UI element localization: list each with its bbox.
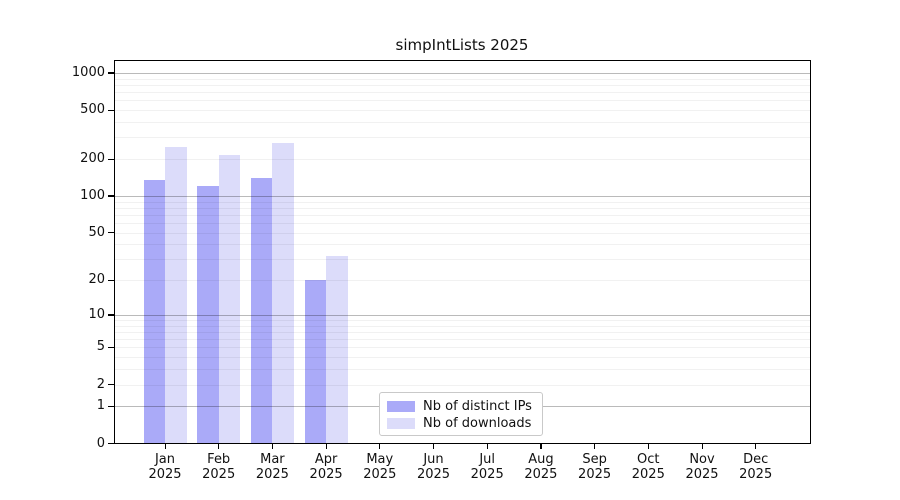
gridline-minor [114,280,810,282]
gridline-minor [114,244,810,246]
y-axis-tick [108,384,114,386]
x-axis-tick [540,444,542,450]
y-axis-tick-label: 20 [88,272,105,288]
gridline-minor [114,320,810,321]
x-axis-tick-label: Feb 2025 [202,451,236,482]
x-axis-tick-label: Jul 2025 [470,451,504,482]
gridline-minor [114,331,810,333]
x-axis-tick [218,444,220,450]
bar-distinct-ips [143,180,165,444]
bar-distinct-ips [250,178,273,444]
gridline-minor [114,259,810,261]
legend-swatch-downloads [387,418,415,429]
bar-downloads [326,255,348,444]
y-axis-tick-label: 0 [96,435,105,451]
y-axis-tick-label: 5 [96,339,105,355]
x-axis-tick-label: Dec 2025 [739,451,773,482]
y-axis-tick [108,158,114,160]
gridline-minor [114,369,810,371]
y-axis-tick [108,279,114,281]
gridline-minor [114,232,810,234]
x-axis-tick-label: Aug 2025 [524,451,558,482]
gridline-minor [114,92,810,94]
gridline-minor [114,347,810,349]
y-axis-tick [108,232,114,234]
gridline-minor [114,78,810,80]
y-axis-tick [108,72,114,74]
gridline-minor [114,84,810,86]
gridline-minor [114,159,810,161]
y-axis-tick [108,405,114,407]
gridline-major [114,72,810,74]
plot-border-right [809,60,811,444]
legend-label: Nb of distinct IPs [423,399,532,414]
gridline-minor [114,325,810,327]
x-axis-tick [164,444,166,450]
plot-border-top [114,60,810,62]
x-axis-tick [755,444,757,450]
gridline-major [114,314,810,316]
gridline-minor [114,223,810,224]
gridline-minor [114,122,810,123]
bar-distinct-ips [304,280,327,444]
legend-swatch-distinct-ips [387,401,415,412]
gridline-minor [114,207,810,209]
bar-downloads [165,147,187,444]
x-axis-tick [325,444,327,450]
y-axis-tick [108,314,114,316]
gridline-minor [114,214,810,216]
gridline-minor [114,357,810,359]
y-axis-tick-label: 10 [88,306,105,322]
y-axis-tick-label: 500 [80,102,105,118]
y-axis-tick [108,195,114,197]
y-axis-tick-label: 50 [88,224,105,240]
x-axis-tick-label: May 2025 [363,451,397,482]
x-axis-tick [486,444,488,450]
y-axis-tick [108,109,114,111]
y-axis-tick-label: 2 [96,376,105,392]
x-axis-tick-label: Apr 2025 [309,451,343,482]
x-axis-tick [379,444,381,450]
legend-label: Nb of downloads [423,416,532,431]
x-axis-tick-label: Sep 2025 [578,451,612,482]
chart-title: simpIntLists 2025 [395,36,529,54]
gridline-minor [114,201,810,203]
legend-item: Nb of downloads [387,415,542,432]
x-axis-tick-label: Jun 2025 [416,451,451,482]
x-axis-tick [594,444,596,450]
gridline-minor [114,110,810,112]
gridline-minor [114,137,810,139]
y-axis-tick [108,443,114,445]
x-axis-tick-label: Jan 2025 [148,451,182,482]
y-axis-tick-label: 1000 [71,64,105,80]
gridline-minor [114,100,810,102]
y-axis-tick-label: 1 [96,398,105,414]
bar-distinct-ips [197,186,219,444]
x-axis-tick-label: Oct 2025 [631,451,665,482]
y-axis-tick-label: 100 [80,187,105,203]
legend: Nb of distinct IPs Nb of downloads [379,392,543,436]
bar-downloads [272,143,294,444]
y-axis-tick-label: 200 [80,151,105,167]
plot-border-left [114,60,116,444]
y-axis-tick [108,346,114,349]
gridline-minor [114,384,810,386]
x-axis-tick [701,444,703,450]
x-axis-tick [433,444,435,450]
gridline-minor [114,339,810,341]
x-axis-tick [647,444,649,450]
x-axis-tick [271,444,274,450]
bar-downloads [218,155,241,444]
legend-item: Nb of distinct IPs [387,398,542,415]
gridline-major [114,195,810,197]
plot-border-bottom [114,443,811,445]
x-axis-tick-label: Mar 2025 [255,451,289,482]
x-axis-tick-label: Nov 2025 [685,451,719,482]
